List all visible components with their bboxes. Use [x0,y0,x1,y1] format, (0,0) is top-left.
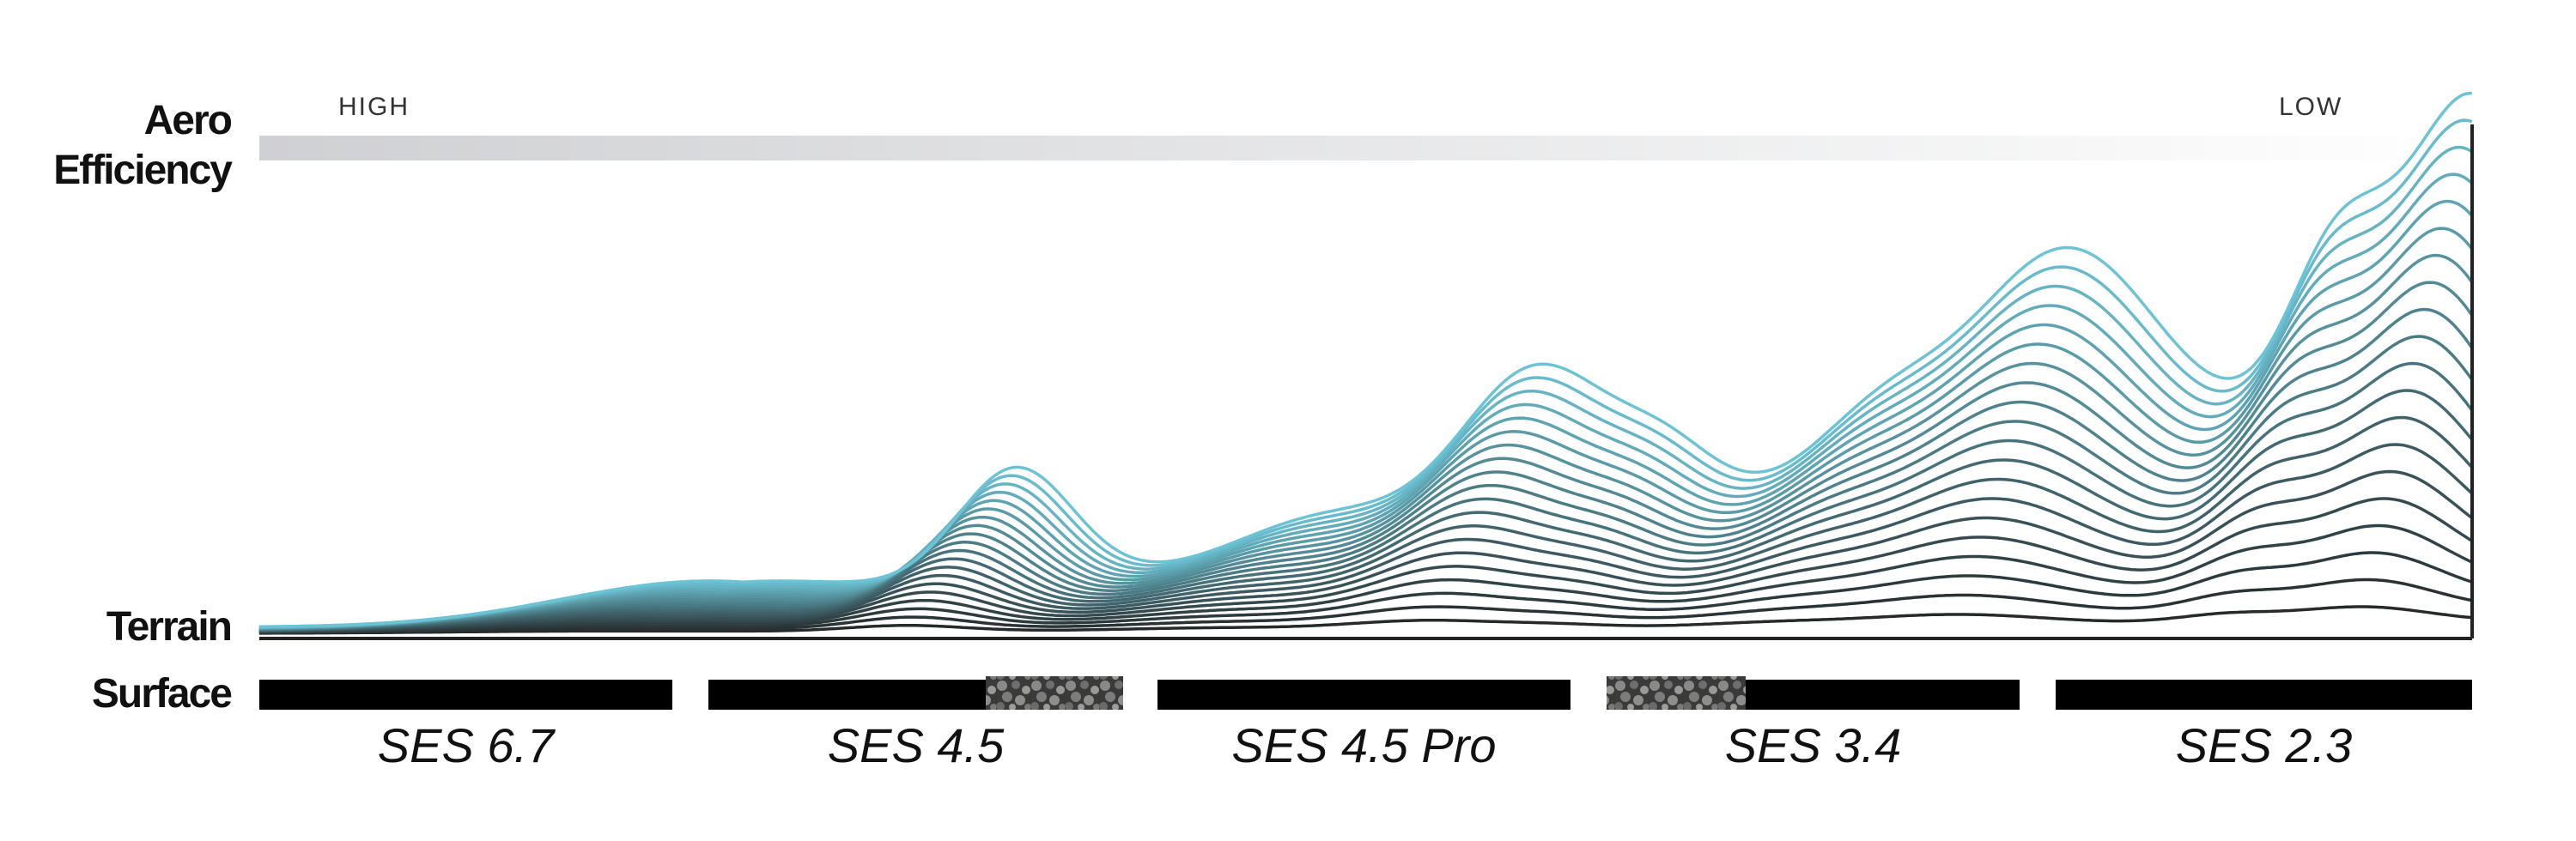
surface-label: Surface [91,671,233,717]
wave-line [258,443,2474,632]
wave-line [258,551,2473,634]
surface-bar [259,680,672,710]
surface-bars: SES 6.7 SES 4.5 SES 4.5 Pro SES 3.4 SES 2.3 [259,676,2472,772]
product-name: SES 4.5 Pro [1231,718,1496,772]
aero-gradient-bar [259,136,2472,160]
terrain-label: Terrain [106,604,233,650]
wave-line [258,281,2474,631]
wave-line [258,523,2473,634]
wave-line [258,469,2473,633]
wave-line [258,199,2474,630]
terrain-waves [258,91,2474,635]
surface-bar [2056,680,2472,710]
product-name: SES 2.3 [2176,718,2352,772]
wave-line [258,253,2474,631]
wave-line [258,172,2473,630]
wave-line [258,335,2474,632]
wave-line [258,361,2474,632]
wave-line [258,118,2473,629]
wave-line [258,389,2474,632]
product-name: SES 6.7 [378,718,556,772]
wave-line [258,91,2472,628]
wave-line [258,227,2474,630]
gravel-patch [1607,676,1746,710]
product-name: SES 4.5 [828,718,1005,772]
scale-low: LOW [2279,93,2342,121]
surface-bar [1157,680,1571,710]
wave-line [258,578,2473,635]
scale-high: HIGH [338,93,410,121]
wave-line [258,605,2472,635]
gravel-patch [986,676,1123,710]
wave-line [258,415,2474,632]
wave-line [258,307,2474,631]
product-name: SES 3.4 [1725,718,1901,772]
aero-label: Aero Efficiency [53,98,233,193]
wave-line [258,145,2473,629]
wave-line [258,497,2473,633]
